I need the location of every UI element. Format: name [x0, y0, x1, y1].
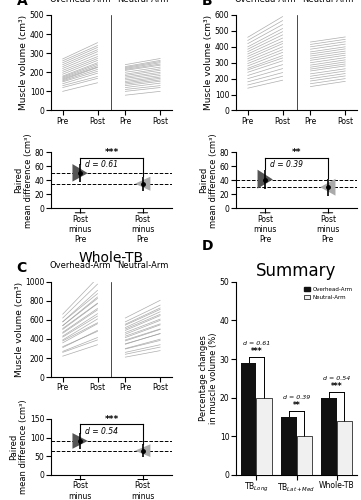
Text: ***: ***: [104, 148, 118, 157]
Bar: [256, 398, 271, 475]
Text: d = 0.61: d = 0.61: [85, 160, 118, 169]
Y-axis label: Paired
mean difference (cm³): Paired mean difference (cm³): [14, 133, 33, 228]
Text: **: **: [292, 148, 301, 157]
Text: Overhead-Arm: Overhead-Arm: [49, 0, 111, 4]
Text: D: D: [201, 239, 213, 253]
Text: d = 0.39: d = 0.39: [283, 396, 310, 400]
Y-axis label: Paired
mean difference (cm³): Paired mean difference (cm³): [199, 133, 218, 228]
Polygon shape: [257, 170, 273, 188]
Polygon shape: [135, 444, 151, 457]
Bar: [321, 398, 336, 475]
Bar: [336, 421, 352, 475]
Text: d = 0.61: d = 0.61: [243, 342, 270, 346]
Text: Neutral-Arm: Neutral-Arm: [117, 0, 169, 4]
Polygon shape: [135, 176, 151, 190]
Title: Summary: Summary: [256, 262, 337, 280]
Text: ***: ***: [104, 415, 118, 424]
Title: TB$_{Long}$: TB$_{Long}$: [90, 0, 133, 2]
Y-axis label: Muscle volume (cm³): Muscle volume (cm³): [204, 15, 213, 110]
Text: **: **: [293, 401, 300, 410]
Y-axis label: Percentage changes
in muscle volume (%): Percentage changes in muscle volume (%): [199, 332, 218, 424]
Polygon shape: [73, 164, 88, 182]
Text: ***: ***: [331, 382, 343, 390]
Bar: [281, 417, 296, 475]
Text: A: A: [17, 0, 27, 8]
Text: B: B: [201, 0, 212, 8]
Text: d = 0.54: d = 0.54: [323, 376, 350, 381]
Polygon shape: [73, 433, 88, 449]
Text: C: C: [17, 260, 27, 274]
Polygon shape: [320, 179, 335, 196]
Text: d = 0.54: d = 0.54: [85, 426, 118, 436]
Title: Whole-TB: Whole-TB: [79, 252, 144, 266]
Y-axis label: Paired
mean difference (cm³): Paired mean difference (cm³): [9, 400, 29, 494]
Y-axis label: Muscle volume (cm³): Muscle volume (cm³): [14, 282, 23, 377]
Text: Overhead-Arm: Overhead-Arm: [234, 0, 296, 4]
Text: ***: ***: [251, 347, 262, 356]
Text: d = 0.39: d = 0.39: [270, 160, 303, 169]
Y-axis label: Muscle volume (cm³): Muscle volume (cm³): [19, 15, 28, 110]
Text: Neutral-Arm: Neutral-Arm: [117, 262, 169, 270]
Text: Neutral-Arm: Neutral-Arm: [302, 0, 353, 4]
Text: Overhead-Arm: Overhead-Arm: [49, 262, 111, 270]
Bar: [241, 363, 256, 475]
Legend: Overhead-Arm, Neutral-Arm: Overhead-Arm, Neutral-Arm: [302, 284, 355, 302]
Bar: [296, 436, 312, 475]
